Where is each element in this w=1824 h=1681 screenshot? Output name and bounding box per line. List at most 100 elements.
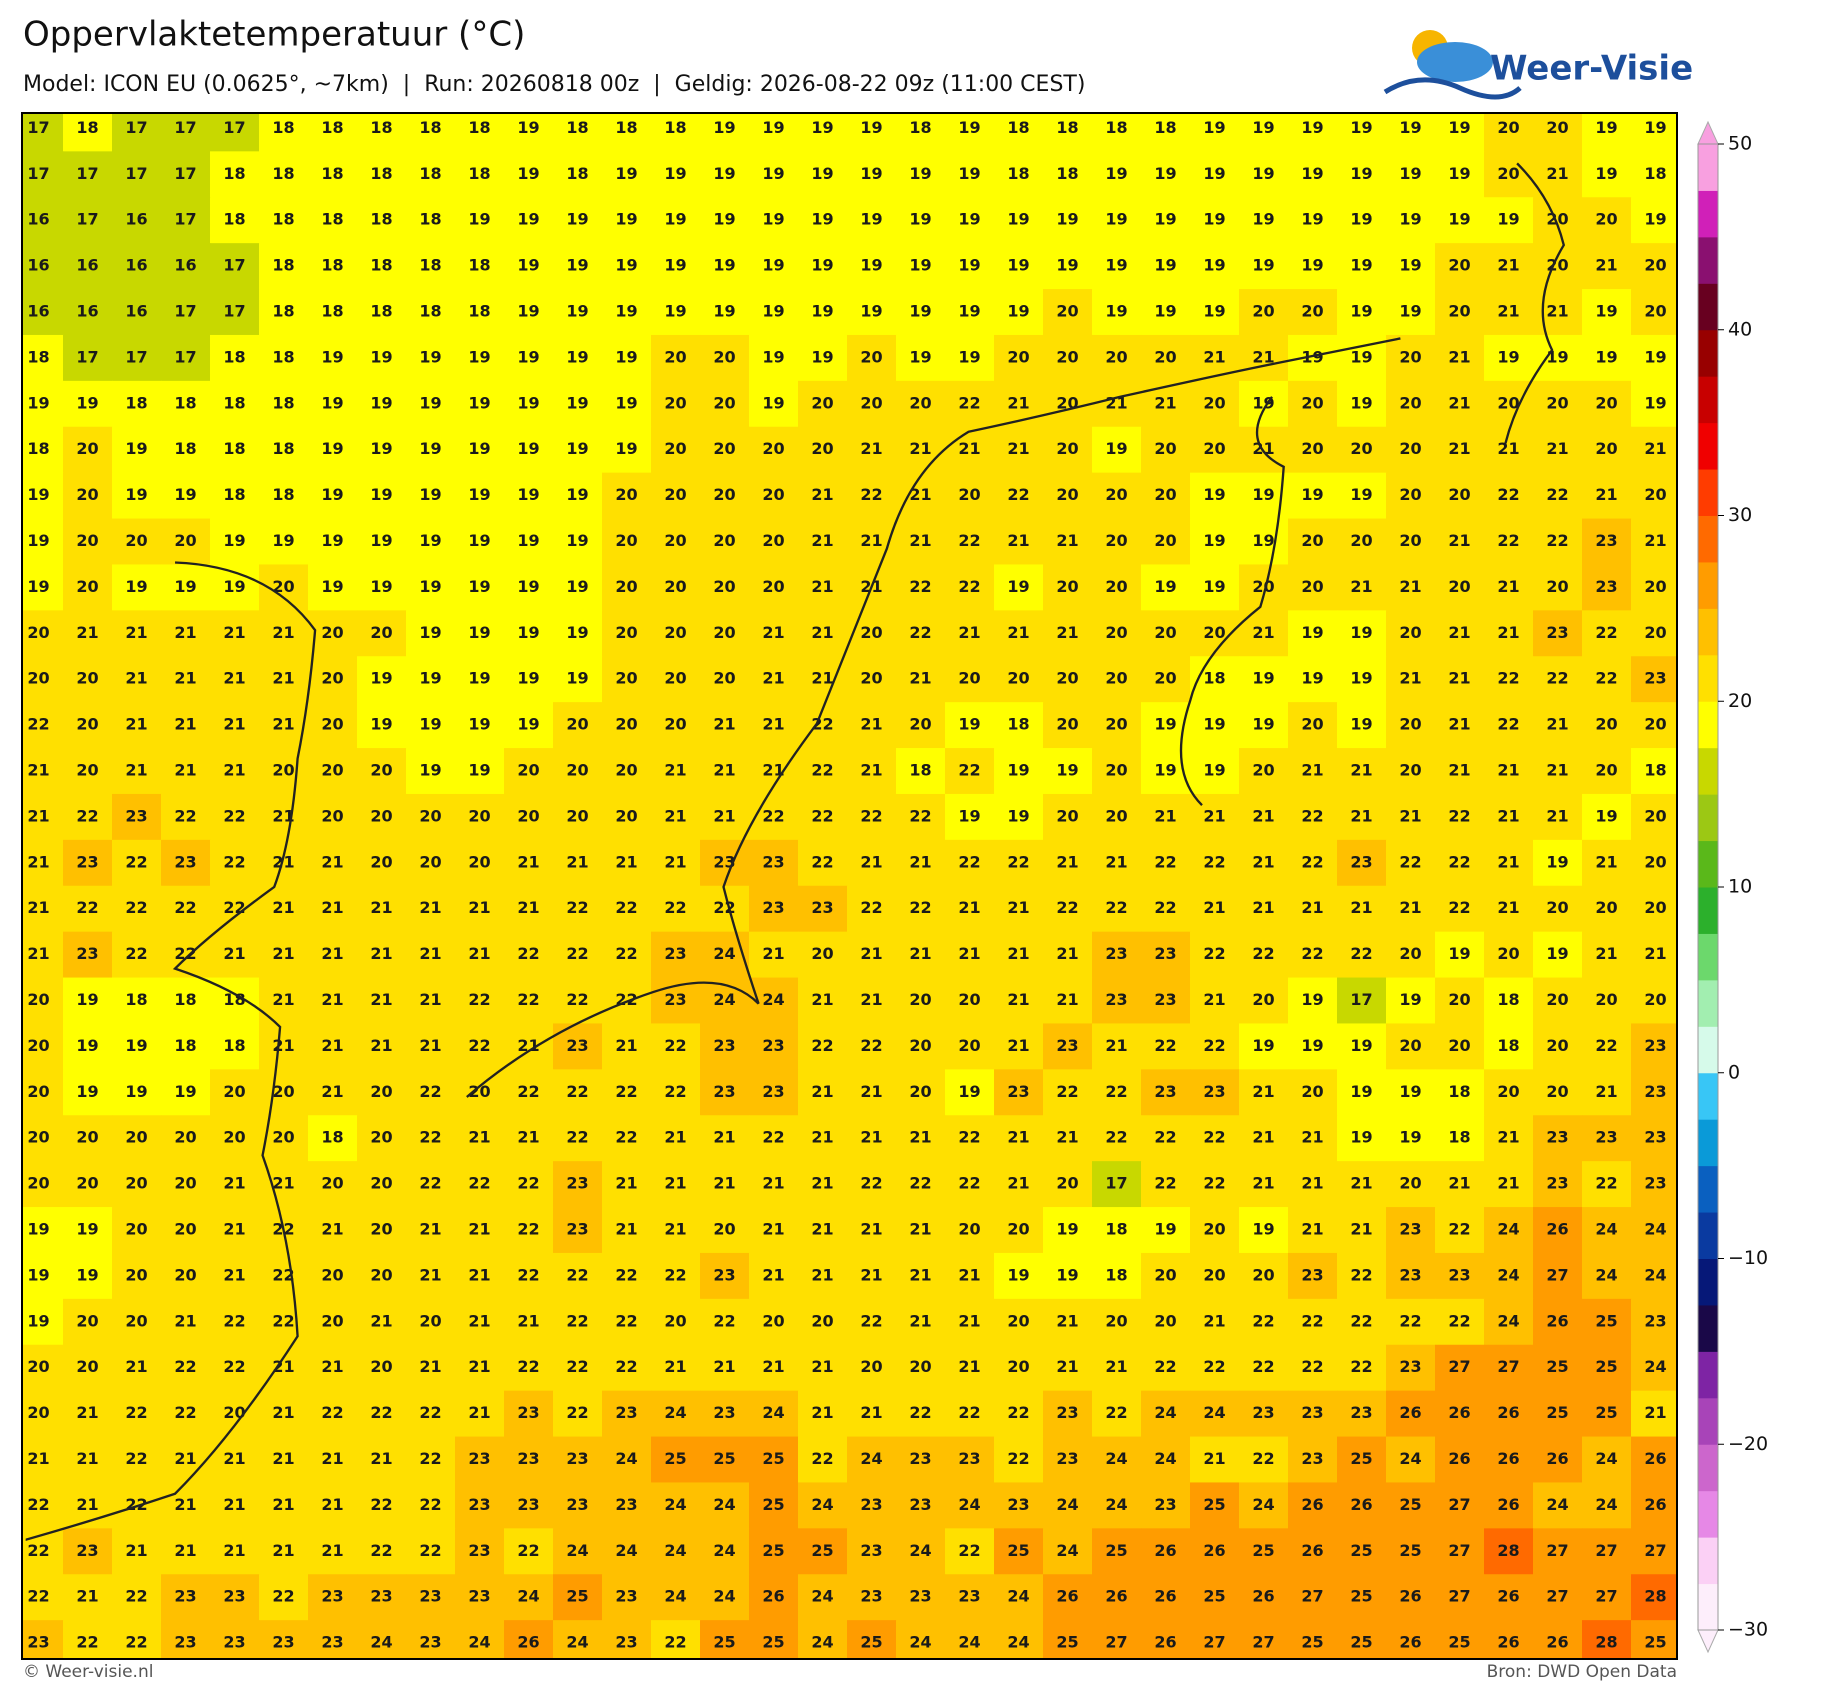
temperature-label: 21 <box>1448 715 1470 734</box>
temperature-label: 19 <box>566 531 588 550</box>
temperature-cell <box>1386 380 1436 428</box>
colorbar-band <box>1698 608 1718 656</box>
temperature-cell <box>847 426 897 474</box>
temperature-label: 19 <box>517 210 539 229</box>
temperature-cell <box>1484 1620 1534 1659</box>
temperature-label: 18 <box>370 164 392 183</box>
temperature-label: 20 <box>1203 1265 1225 1284</box>
temperature-label: 21 <box>223 669 245 688</box>
temperature-label: 19 <box>1252 393 1274 412</box>
temperature-cell <box>1337 197 1387 244</box>
temperature-label: 22 <box>615 898 637 917</box>
temperature-cell <box>1239 702 1289 749</box>
temperature-label: 21 <box>272 1495 294 1514</box>
temperature-cell <box>22 1298 64 1346</box>
temperature-label: 23 <box>566 1449 588 1468</box>
temperature-cell <box>210 1207 260 1254</box>
temperature-cell <box>1239 1436 1289 1483</box>
temperature-cell <box>308 839 358 887</box>
temperature-cell <box>308 931 358 979</box>
temperature-label: 20 <box>860 347 882 366</box>
temperature-label: 21 <box>1203 1311 1225 1330</box>
colorbar-band <box>1698 1444 1718 1492</box>
temperature-cell <box>112 1436 162 1483</box>
temperature-cell <box>1533 839 1583 887</box>
temperature-label: 23 <box>958 1587 980 1606</box>
temperature-label: 21 <box>664 806 686 825</box>
temperature-cell <box>1043 1069 1093 1116</box>
temperature-cell <box>896 977 946 1024</box>
temperature-label: 21 <box>419 944 441 963</box>
temperature-label: 25 <box>1546 1357 1568 1376</box>
temperature-cell <box>1631 564 1677 611</box>
temperature-label: 18 <box>909 761 931 780</box>
temperature-cell <box>504 702 554 749</box>
temperature-label: 21 <box>419 1265 441 1284</box>
temperature-label: 24 <box>713 1587 735 1606</box>
temperature-cell <box>798 839 848 887</box>
temperature-cell <box>504 1161 554 1208</box>
colorbar-band <box>1698 561 1718 609</box>
temperature-cell <box>749 1207 799 1254</box>
temperature-cell <box>1435 1390 1485 1438</box>
temperature-label: 20 <box>1154 531 1176 550</box>
temperature-label: 24 <box>762 1403 784 1422</box>
temperature-label: 24 <box>1546 1495 1568 1514</box>
temperature-cell <box>1239 1298 1289 1346</box>
temperature-label: 22 <box>615 1357 637 1376</box>
temperature-cell <box>112 243 162 290</box>
temperature-cell <box>651 1161 701 1208</box>
temperature-label: 21 <box>811 623 833 642</box>
temperature-label: 19 <box>1301 164 1323 183</box>
temperature-cell <box>994 1115 1044 1162</box>
temperature-label: 19 <box>468 577 490 596</box>
temperature-cell <box>1190 380 1240 428</box>
temperature-label: 20 <box>811 1311 833 1330</box>
temperature-label: 18 <box>1203 669 1225 688</box>
temperature-label: 25 <box>762 1633 784 1652</box>
temperature-label: 20 <box>1399 944 1421 963</box>
temperature-cell <box>455 977 505 1024</box>
temperature-label: 23 <box>468 1495 490 1514</box>
temperature-cell <box>308 518 358 565</box>
temperature-cell <box>259 1023 309 1070</box>
temperature-label: 21 <box>76 623 98 642</box>
temperature-label: 22 <box>468 1174 490 1193</box>
temperature-cell <box>1484 1436 1534 1483</box>
temperature-label: 22 <box>566 944 588 963</box>
temperature-cell <box>259 197 309 244</box>
temperature-cell <box>798 472 848 520</box>
temperature-label: 19 <box>419 439 441 458</box>
temperature-cell <box>112 1252 162 1300</box>
temperature-label: 22 <box>811 715 833 734</box>
temperature-cell <box>651 839 701 887</box>
temperature-cell <box>798 1207 848 1254</box>
temperature-cell <box>357 1069 407 1116</box>
footer-source: Bron: DWD Open Data <box>1487 1662 1677 1681</box>
temperature-label: 16 <box>27 302 49 321</box>
temperature-cell <box>1484 1528 1534 1575</box>
temperature-label: 21 <box>615 1220 637 1239</box>
temperature-label: 19 <box>762 256 784 275</box>
temperature-cell <box>945 1436 995 1483</box>
temperature-label: 19 <box>1350 393 1372 412</box>
temperature-cell <box>798 1482 848 1529</box>
temperature-label: 20 <box>1154 1265 1176 1284</box>
temperature-label: 21 <box>321 990 343 1009</box>
temperature-label: 22 <box>566 990 588 1009</box>
temperature-cell <box>798 380 848 428</box>
temperature-cell <box>945 472 995 520</box>
temperature-label: 18 <box>223 439 245 458</box>
temperature-cell <box>1043 1023 1093 1070</box>
temperature-cell <box>1288 702 1338 749</box>
temperature-label: 26 <box>1154 1541 1176 1560</box>
temperature-cell <box>1337 748 1387 795</box>
temperature-label: 21 <box>1546 164 1568 183</box>
temperature-cell <box>1043 472 1093 520</box>
temperature-cell <box>504 426 554 474</box>
temperature-label: 20 <box>321 715 343 734</box>
temperature-cell <box>1631 748 1677 795</box>
temperature-cell <box>1288 518 1338 565</box>
temperature-cell <box>210 197 260 244</box>
temperature-cell <box>994 518 1044 565</box>
